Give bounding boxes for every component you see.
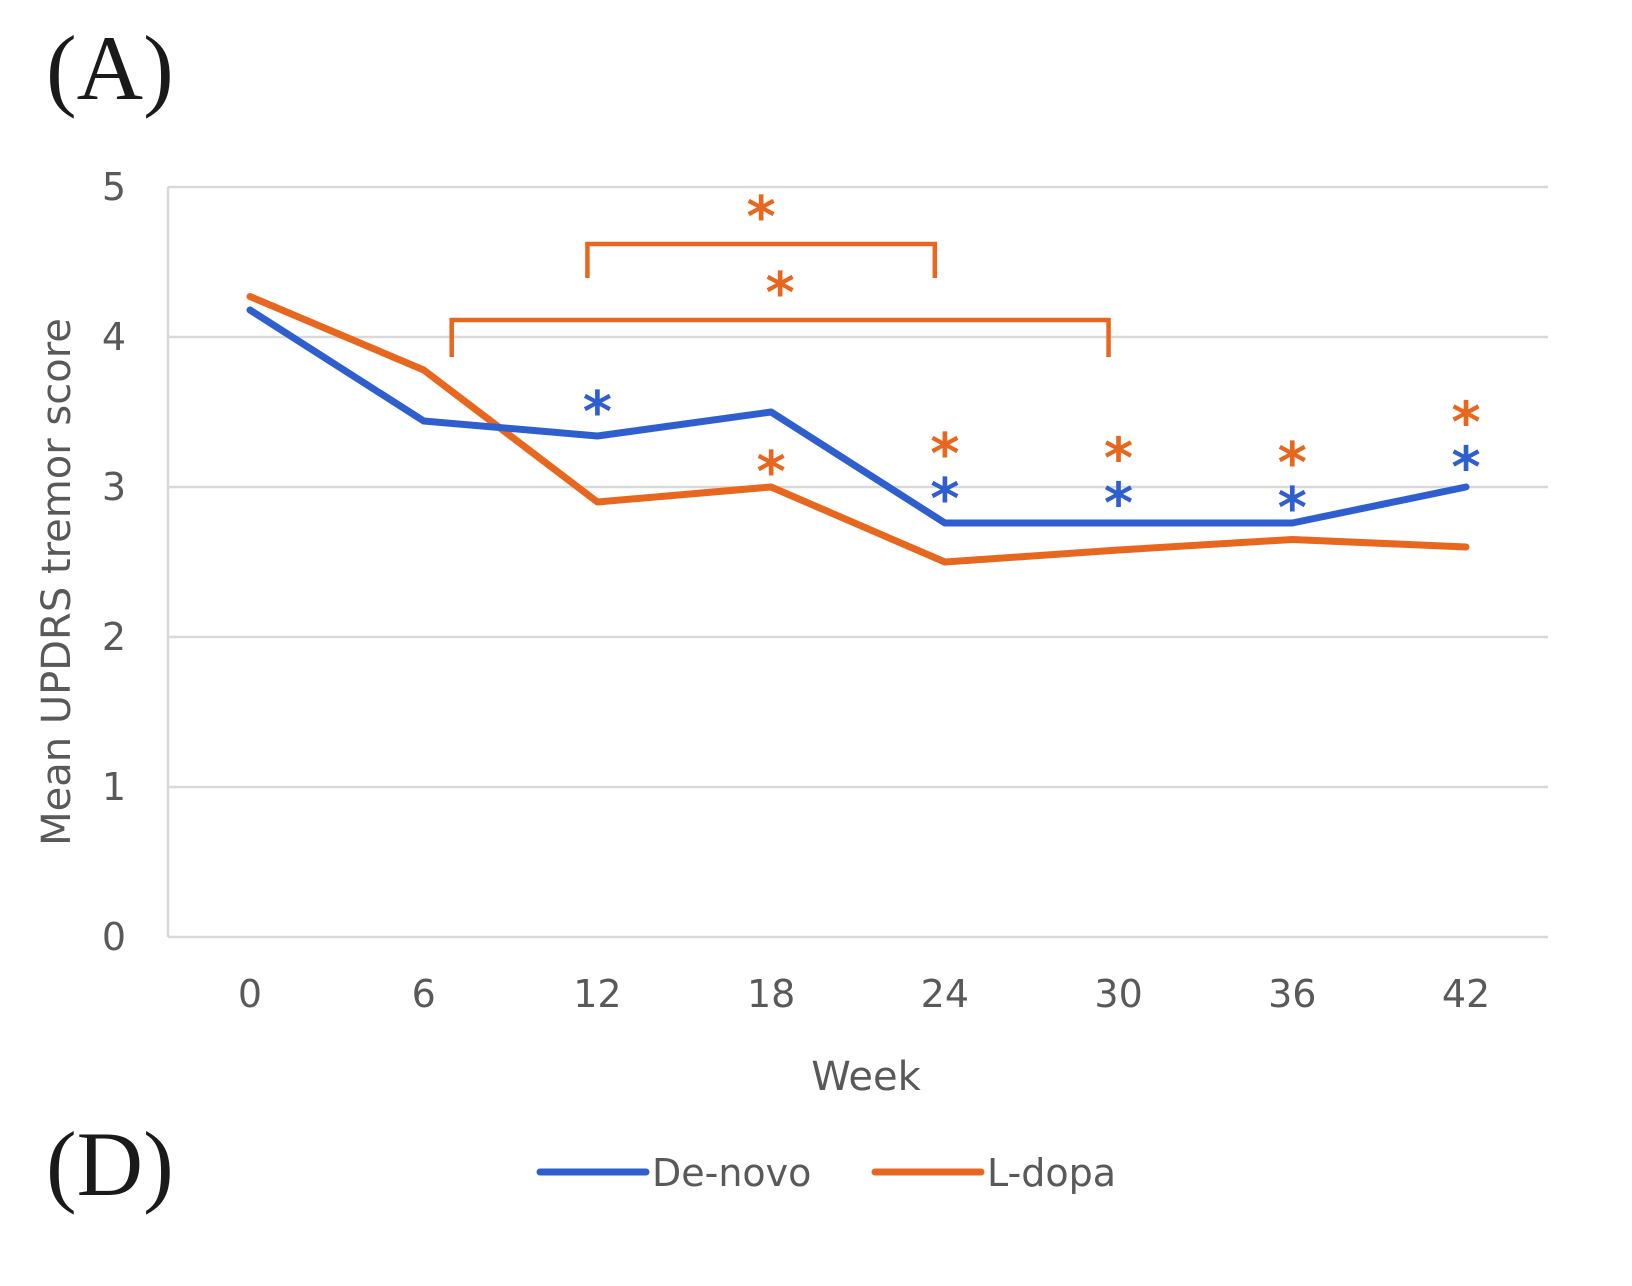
y-axis-title: Mean UPDRS tremor score — [34, 318, 80, 846]
significance-annotations: **** ******** — [449, 185, 1481, 541]
bracket-asterisk: * — [746, 185, 775, 250]
series-line-l-dopa — [246, 293, 1470, 566]
significance-asterisk: * — [1451, 436, 1480, 501]
significance-asterisk: * — [1104, 427, 1133, 492]
panel-label-a: (A) — [46, 17, 174, 119]
significance-asterisk: * — [930, 422, 959, 487]
significance-asterisk: * — [1104, 472, 1133, 537]
x-tick-label: 0 — [238, 972, 262, 1016]
significance-asterisk: * — [1278, 476, 1307, 541]
y-tick-label: 5 — [102, 165, 126, 209]
y-axis-ticks: 0 1 2 3 4 5 — [102, 165, 126, 959]
x-tick-label: 18 — [747, 972, 795, 1016]
significance-asterisk: * — [756, 440, 785, 505]
series-lines — [246, 293, 1470, 566]
x-tick-label: 6 — [412, 972, 436, 1016]
y-tick-label: 0 — [102, 915, 126, 959]
legend: De-novo L-dopa — [536, 1151, 1116, 1195]
y-tick-label: 1 — [102, 765, 126, 809]
gridlines — [166, 185, 1548, 939]
x-tick-label: 30 — [1094, 972, 1142, 1016]
significance-bracket — [585, 241, 938, 278]
legend-label-l-dopa: L-dopa — [987, 1151, 1116, 1195]
x-tick-label: 36 — [1268, 972, 1316, 1016]
significance-bracket — [449, 317, 1111, 357]
legend-label-de-novo: De-novo — [652, 1151, 811, 1195]
significance-asterisk: * — [930, 467, 959, 532]
significance-asterisk: * — [583, 380, 612, 445]
significance-asterisk: * — [1278, 431, 1307, 496]
x-tick-label: 12 — [573, 972, 621, 1016]
y-tick-label: 4 — [102, 315, 126, 359]
bracket-asterisk: * — [765, 261, 794, 326]
x-tick-label: 24 — [921, 972, 969, 1016]
y-tick-label: 2 — [102, 615, 126, 659]
x-axis-title: Week — [811, 1054, 921, 1100]
series-line-de-novo — [246, 306, 1470, 527]
panel-label-d: (D) — [46, 1113, 174, 1215]
significance-asterisk: * — [1451, 391, 1480, 456]
x-tick-label: 42 — [1442, 972, 1490, 1016]
x-axis-ticks: 0 6 12 18 24 30 36 42 — [238, 972, 1490, 1016]
y-tick-label: 3 — [102, 465, 126, 509]
